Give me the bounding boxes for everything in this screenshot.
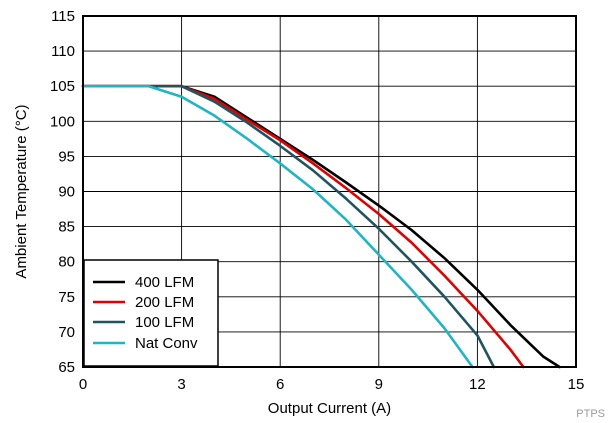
x-axis-title: Output Current (A) [268, 400, 391, 417]
legend-entry-400-lfm: 400 LFM [93, 274, 194, 291]
y-tick-label-115: 115 [51, 8, 75, 25]
plot-area-border [82, 15, 577, 368]
y-tick-label-105: 105 [50, 78, 75, 95]
x-tick-labels: 0 3 6 9 12 15 [79, 376, 585, 393]
y-tick-label-110: 110 [51, 43, 75, 60]
series-lines [81, 84, 561, 369]
legend-entry-200-lfm: 200 LFM [93, 294, 194, 311]
watermark-text: PTPS [576, 408, 605, 420]
y-axis-title: Ambient Temperature (°C) [13, 104, 30, 278]
y-tick-label-65: 65 [58, 359, 75, 376]
y-tick-label-80: 80 [58, 254, 75, 271]
y-tick-labels: 65 70 75 80 85 90 95 100 105 110 115 [50, 8, 75, 376]
y-tick-label-95: 95 [58, 148, 75, 165]
y-tick-label-70: 70 [58, 324, 75, 341]
legend-label-400-lfm: 400 LFM [135, 274, 194, 291]
series-line-200-lfm [81, 84, 525, 369]
x-tick-label-6: 6 [276, 376, 284, 393]
y-tick-label-85: 85 [58, 219, 75, 236]
y-tick-label-90: 90 [58, 184, 75, 201]
legend-entry-100-lfm: 100 LFM [93, 314, 194, 331]
series-line-100-lfm [81, 84, 496, 369]
y-tick-label-100: 100 [50, 113, 75, 130]
y-tick-label-75: 75 [58, 289, 75, 306]
series-line-400-lfm [81, 84, 561, 369]
series-line-nat-conv [81, 84, 474, 369]
x-tick-label-3: 3 [177, 376, 185, 393]
x-tick-label-0: 0 [79, 376, 87, 393]
legend-label-200-lfm: 200 LFM [135, 294, 194, 311]
x-tick-label-12: 12 [469, 376, 486, 393]
x-tick-label-9: 9 [375, 376, 383, 393]
legend-label-100-lfm: 100 LFM [135, 314, 194, 331]
legend-box [83, 259, 219, 367]
x-tick-label-15: 15 [568, 376, 585, 393]
legend-entry-nat-conv: Nat Conv [93, 335, 198, 352]
legend: 400 LFM 200 LFM 100 LFM Nat Conv [83, 259, 219, 367]
legend-label-nat-conv: Nat Conv [135, 335, 198, 352]
